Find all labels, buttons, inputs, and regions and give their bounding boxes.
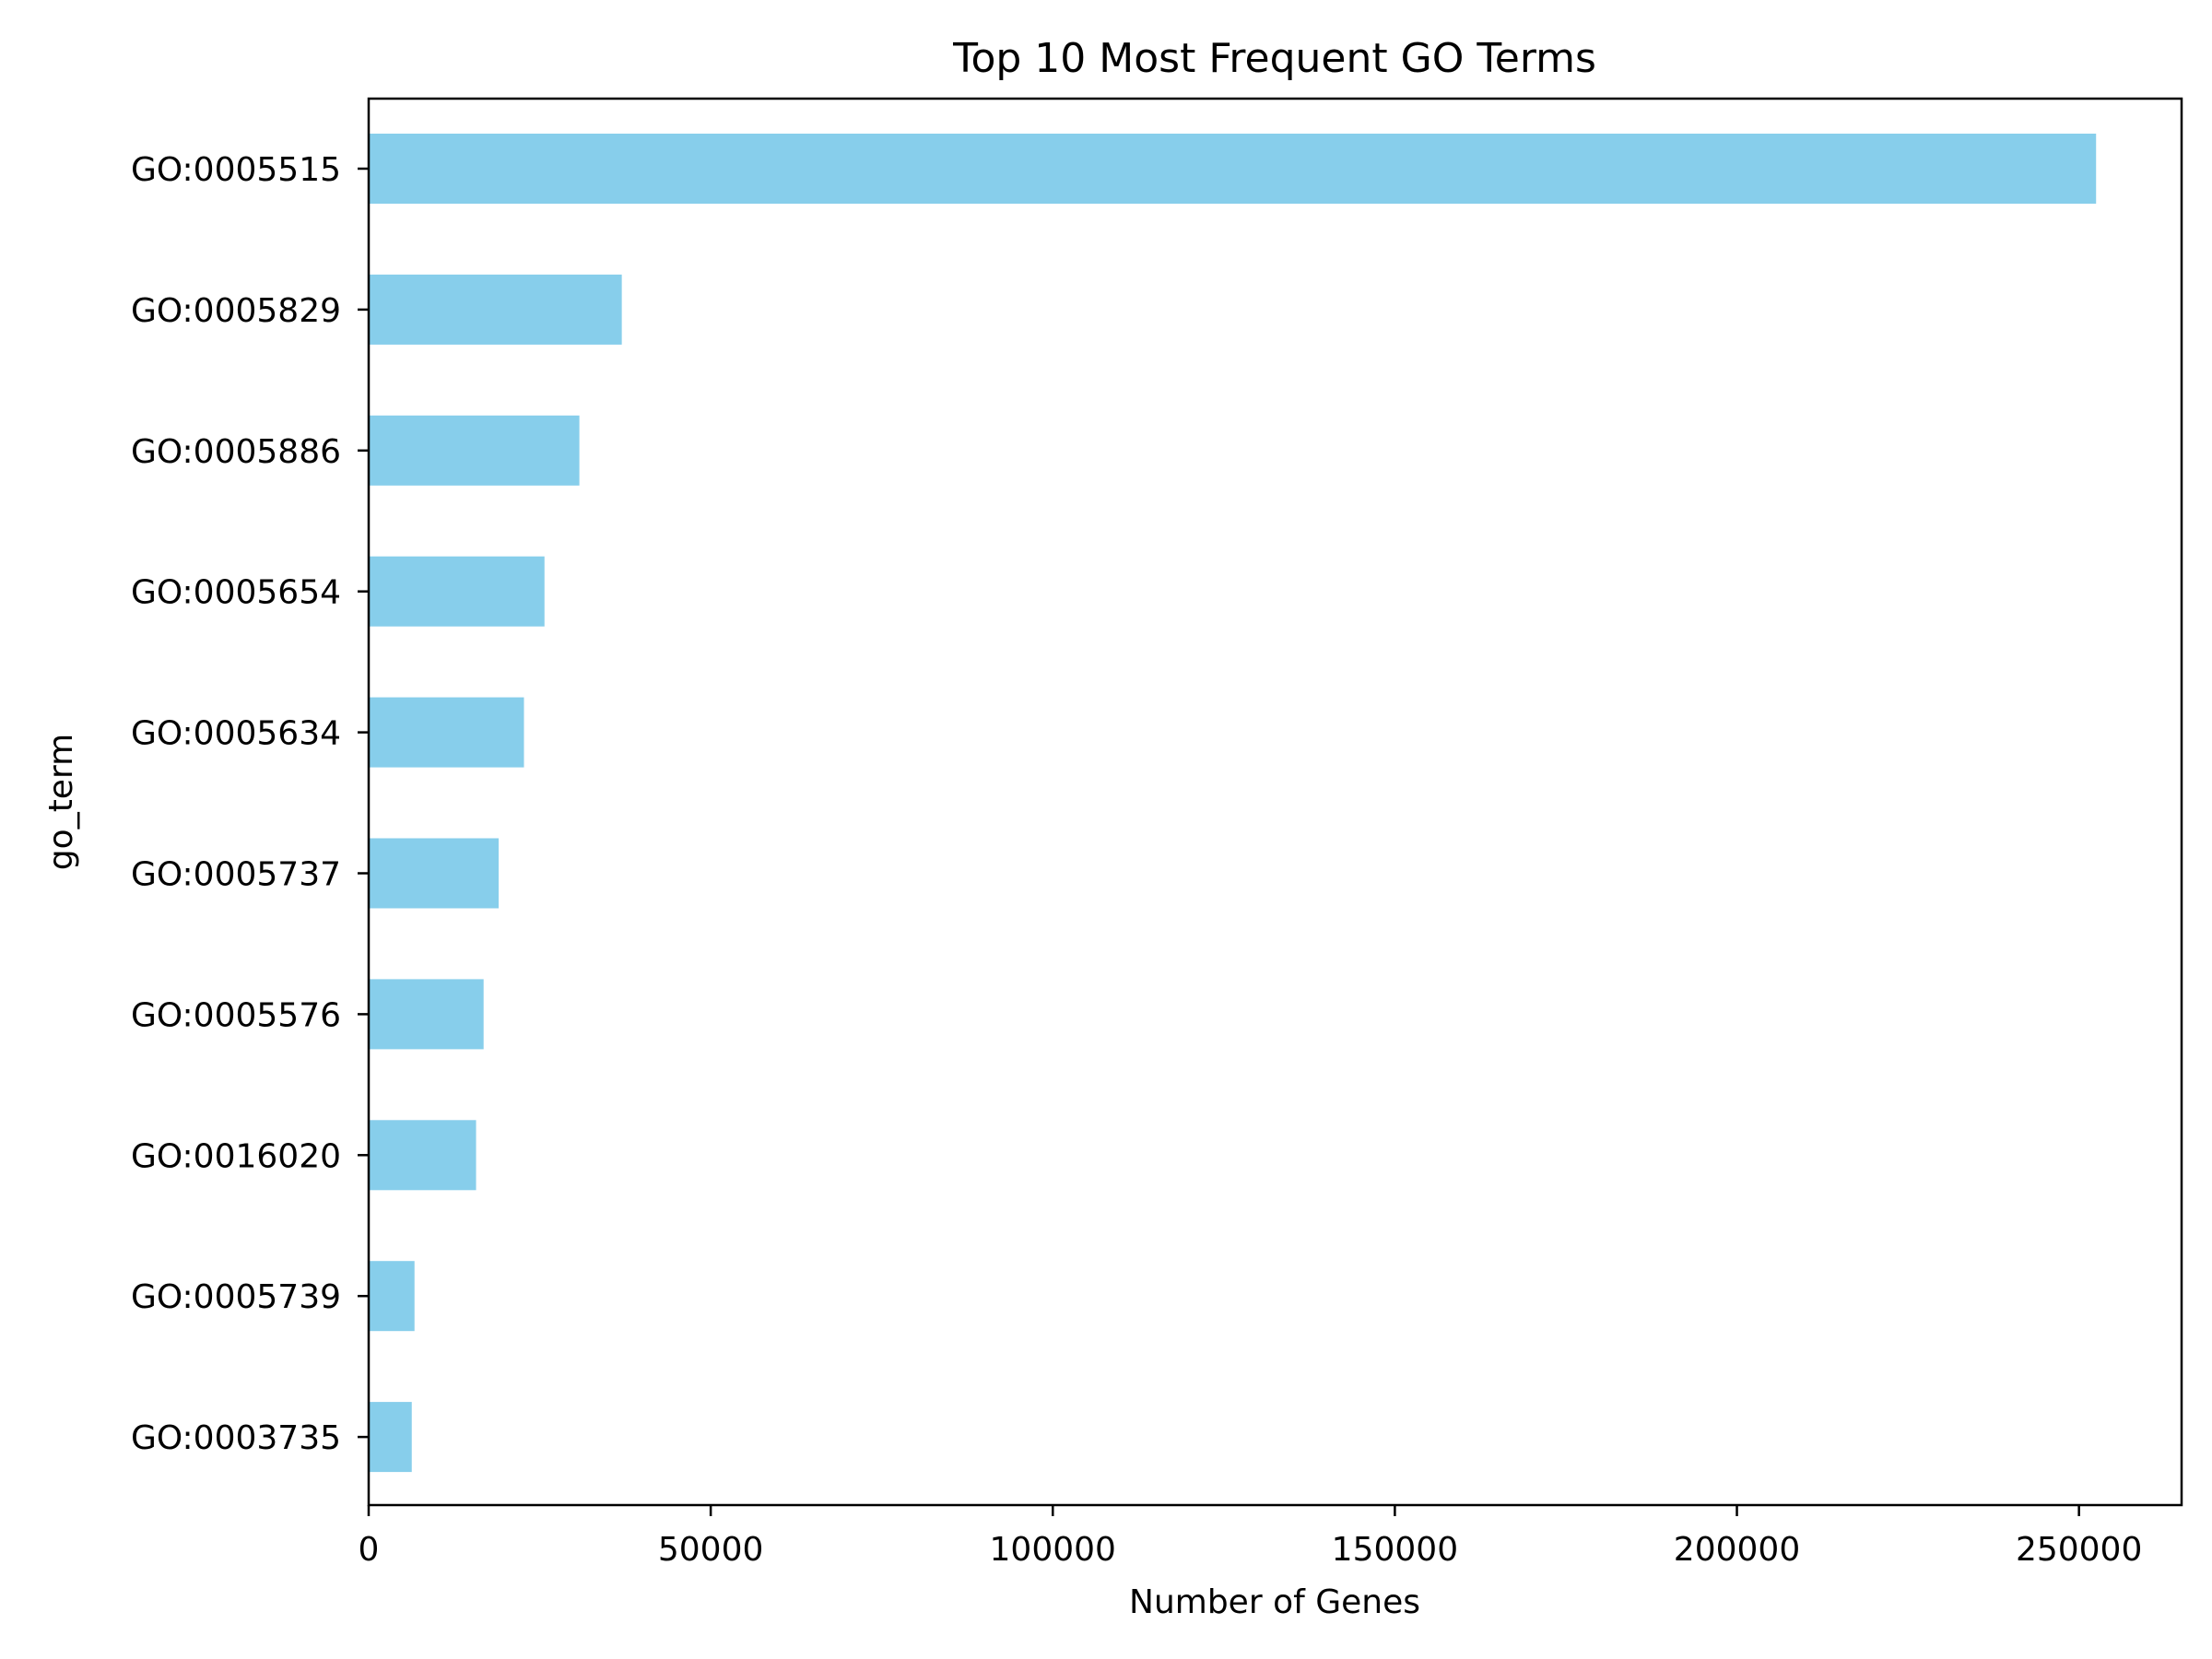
bar (369, 134, 2097, 204)
bar (369, 274, 622, 345)
y-tick-label: GO:0005886 (131, 433, 341, 471)
bar (369, 838, 500, 909)
y-axis-label: go_term (42, 734, 80, 870)
plot-frame (367, 97, 2183, 1507)
y-tick-label: GO:0003735 (131, 1419, 341, 1457)
x-axis-label: Number of Genes (1129, 1583, 1420, 1621)
y-tick-label: GO:0005739 (131, 1278, 341, 1316)
bar (369, 697, 524, 768)
chart-title: Top 10 Most Frequent GO Terms (952, 35, 1596, 82)
x-tick-label: 150000 (1332, 1531, 1458, 1569)
bar (369, 979, 484, 1050)
bar (369, 1261, 415, 1332)
bar (369, 556, 545, 627)
x-tick-label: 250000 (2016, 1531, 2142, 1569)
y-tick-label: GO:0016020 (131, 1137, 341, 1175)
y-tick-label: GO:0005515 (131, 151, 341, 189)
bar (369, 415, 580, 486)
y-tick-label: GO:0005829 (131, 292, 341, 330)
bar (369, 1120, 477, 1191)
y-axis-ticks: GO:0005515 GO:0005829 GO:0005886 GO:0005654… (131, 151, 369, 1457)
bar (369, 1402, 412, 1473)
x-axis-ticks: 0 50000 100000 150000 200000 250000 (359, 1505, 2142, 1569)
bars-group (369, 134, 2097, 1473)
y-tick-label: GO:0005634 (131, 715, 341, 753)
x-tick-label: 50000 (658, 1531, 764, 1569)
x-tick-label: 200000 (1674, 1531, 1800, 1569)
y-tick-label: GO:0005737 (131, 856, 341, 894)
y-tick-label: GO:0005576 (131, 996, 341, 1034)
y-tick-label: GO:0005654 (131, 574, 341, 612)
x-tick-label: 100000 (990, 1531, 1116, 1569)
x-tick-label: 0 (359, 1531, 380, 1569)
